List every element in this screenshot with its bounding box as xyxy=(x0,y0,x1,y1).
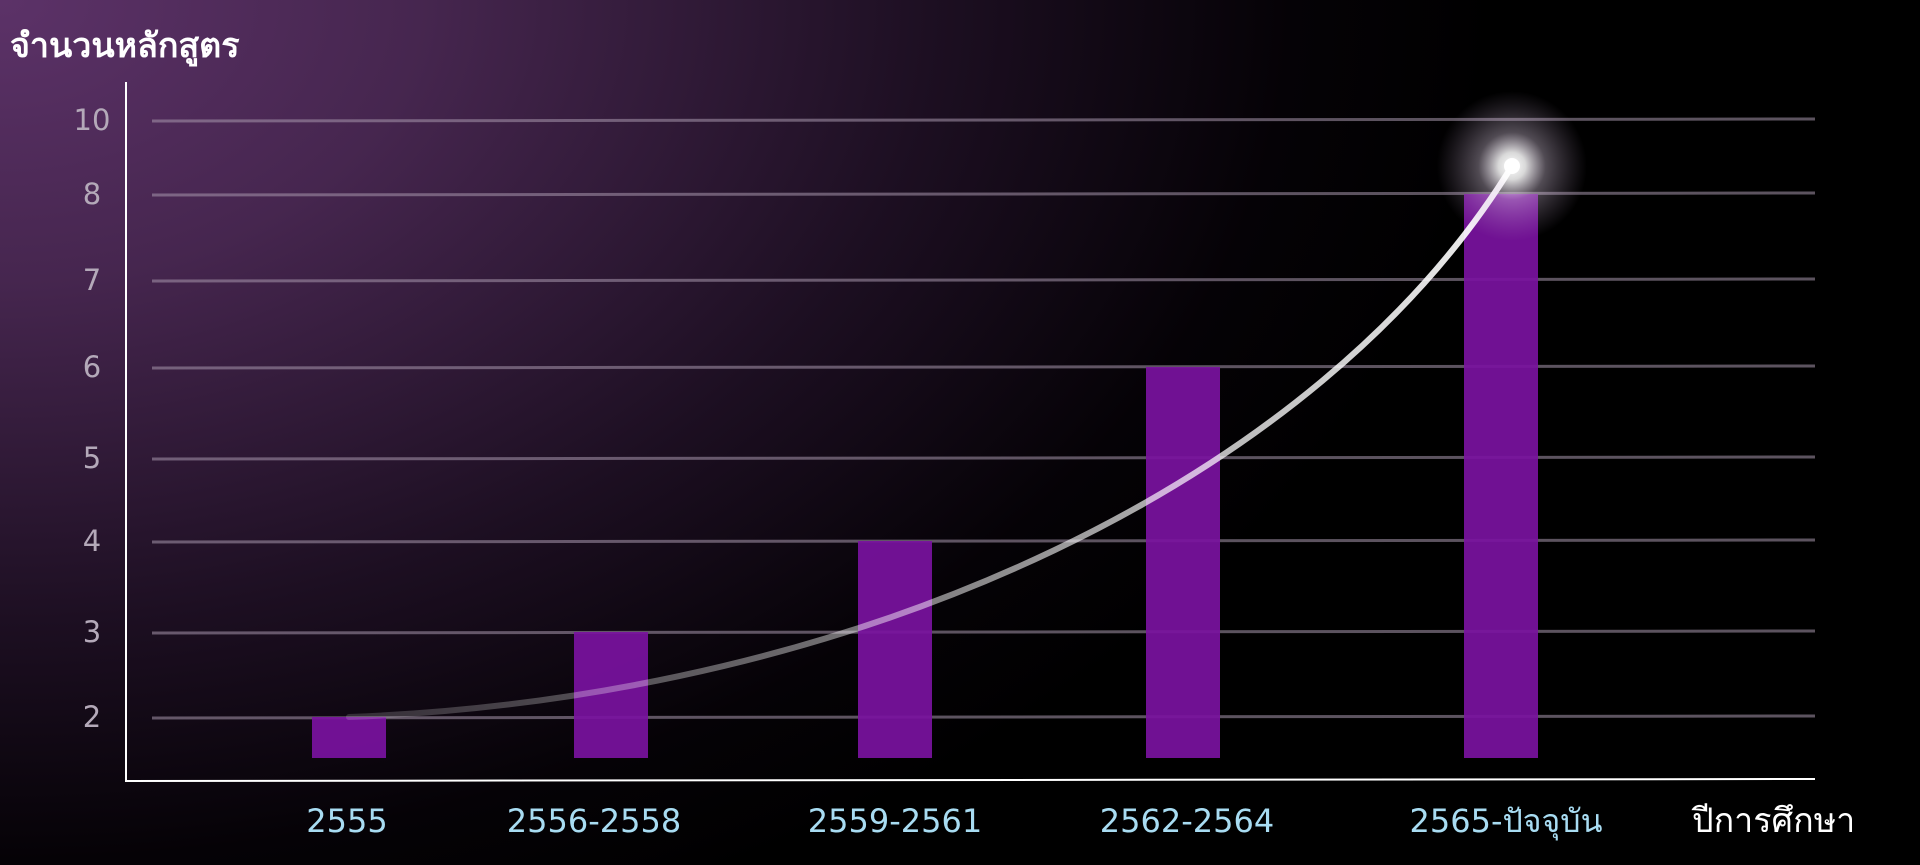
trend-curve-line xyxy=(346,163,1515,720)
x-tick-label-1: 2556-2558 xyxy=(507,802,681,840)
grid-line-4 xyxy=(151,538,1816,544)
y-tick-label-3: 3 xyxy=(83,615,101,649)
grid-line-3 xyxy=(151,629,1816,635)
bar-3 xyxy=(1146,367,1220,758)
grid-line-6 xyxy=(151,364,1816,370)
y-tick-label-5: 5 xyxy=(83,441,101,475)
y-tick-label-2: 2 xyxy=(83,700,101,734)
y-tick-label-10: 10 xyxy=(74,103,111,137)
y-tick-labels: 10 8 7 6 5 4 3 2 xyxy=(74,103,111,734)
grid-line-5 xyxy=(151,455,1816,461)
trend-end-point xyxy=(1504,158,1520,174)
y-tick-label-6: 6 xyxy=(83,350,101,384)
bar-4 xyxy=(1464,194,1538,758)
grid-lines xyxy=(151,117,1816,720)
y-tick-label-4: 4 xyxy=(83,524,101,558)
y-axis-title: จำนวนหลักสูตร xyxy=(10,26,240,67)
axes xyxy=(124,82,1816,782)
y-tick-label-7: 7 xyxy=(83,263,101,297)
trend-curve xyxy=(346,91,1587,720)
x-axis-title: ปีการศึกษา xyxy=(1691,801,1855,841)
x-tick-label-0: 2555 xyxy=(306,802,387,840)
bars xyxy=(312,194,1538,758)
x-tick-label-3: 2562-2564 xyxy=(1100,802,1274,840)
x-axis-line xyxy=(124,778,1816,782)
grid-line-7 xyxy=(151,277,1816,283)
x-tick-label-2: 2559-2561 xyxy=(808,802,982,840)
x-tick-label-4: 2565-ปัจจุบัน xyxy=(1410,802,1603,841)
bar-0 xyxy=(312,717,386,758)
bar-2 xyxy=(858,541,932,758)
y-tick-label-8: 8 xyxy=(83,177,101,211)
x-tick-labels: 2555 2556-2558 2559-2561 2562-2564 2565-ปัจจ… xyxy=(306,802,1602,841)
